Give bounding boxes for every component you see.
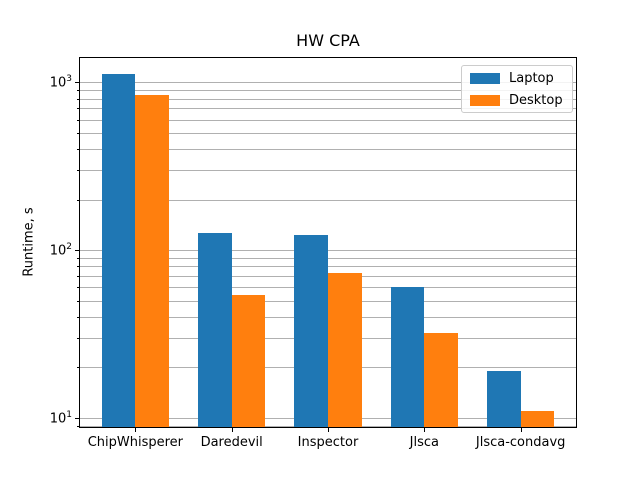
y-minor-tick bbox=[77, 258, 79, 259]
y-major-tick bbox=[75, 250, 79, 251]
y-minor-tick bbox=[77, 133, 79, 134]
y-tick-label: 103 bbox=[49, 74, 72, 91]
legend-swatch-desktop bbox=[470, 94, 500, 106]
y-tick-label: 101 bbox=[49, 409, 72, 427]
y-minor-tick bbox=[77, 301, 79, 302]
y-tick-label: 102 bbox=[49, 242, 72, 259]
minor-gridline bbox=[80, 200, 576, 201]
y-major-tick bbox=[75, 418, 79, 419]
chart-title: HW CPA bbox=[296, 31, 360, 50]
x-tick-label-inspector: Inspector bbox=[297, 435, 359, 450]
x-tick bbox=[424, 428, 425, 432]
y-minor-tick bbox=[77, 266, 79, 267]
minor-gridline bbox=[80, 108, 576, 109]
bar-desktop-jlsca-condavg bbox=[520, 410, 555, 428]
bar-laptop-inspector bbox=[294, 235, 328, 428]
y-minor-tick bbox=[77, 90, 79, 91]
bar-laptop-jlsca bbox=[390, 287, 425, 428]
legend-entry-desktop: Desktop bbox=[462, 91, 572, 109]
y-minor-tick bbox=[77, 426, 79, 427]
y-minor-tick bbox=[77, 149, 79, 150]
minor-gridline bbox=[80, 133, 576, 134]
major-gridline bbox=[80, 250, 576, 251]
y-minor-tick bbox=[77, 108, 79, 109]
y-minor-tick bbox=[77, 367, 79, 368]
bar-desktop-inspector bbox=[328, 273, 362, 428]
y-minor-tick bbox=[77, 276, 79, 277]
minor-gridline bbox=[80, 99, 576, 100]
x-tick bbox=[232, 428, 233, 432]
x-tick bbox=[328, 428, 329, 432]
x-tick-label-jlsca: Jlsca bbox=[409, 435, 439, 450]
bar-laptop-daredevil bbox=[198, 232, 232, 428]
y-minor-tick bbox=[77, 338, 79, 339]
bar-laptop-jlsca-condavg bbox=[486, 371, 521, 428]
legend-label-desktop: Desktop bbox=[509, 92, 563, 108]
bar-laptop-chipwhisperer bbox=[101, 74, 136, 428]
x-tick bbox=[135, 428, 136, 432]
legend-entry-laptop: Laptop bbox=[462, 69, 572, 87]
minor-gridline bbox=[80, 120, 576, 121]
minor-gridline bbox=[80, 258, 576, 259]
legend: Laptop Desktop bbox=[461, 65, 573, 113]
y-minor-tick bbox=[77, 170, 79, 171]
x-tick-label-jlsca-condavg: Jlsca-condavg bbox=[475, 435, 566, 450]
y-minor-tick bbox=[77, 120, 79, 121]
major-gridline bbox=[80, 82, 576, 83]
minor-gridline bbox=[80, 90, 576, 91]
y-minor-tick bbox=[77, 287, 79, 288]
legend-label-laptop: Laptop bbox=[509, 70, 554, 86]
y-minor-tick bbox=[77, 200, 79, 201]
x-tick-label-chipwhisperer: ChipWhisperer bbox=[87, 435, 183, 450]
x-tick-label-daredevil: Daredevil bbox=[200, 435, 263, 450]
y-minor-tick bbox=[77, 317, 79, 318]
bar-desktop-chipwhisperer bbox=[135, 95, 170, 428]
bar-desktop-jlsca bbox=[424, 333, 458, 428]
y-major-tick bbox=[75, 82, 79, 83]
legend-swatch-laptop bbox=[470, 72, 500, 84]
x-tick bbox=[521, 428, 522, 432]
y-minor-tick bbox=[77, 99, 79, 100]
minor-gridline bbox=[80, 170, 576, 171]
y-axis-label: Runtime, s bbox=[21, 207, 37, 277]
minor-gridline bbox=[80, 266, 576, 267]
minor-gridline bbox=[80, 149, 576, 150]
bar-desktop-daredevil bbox=[231, 295, 266, 428]
